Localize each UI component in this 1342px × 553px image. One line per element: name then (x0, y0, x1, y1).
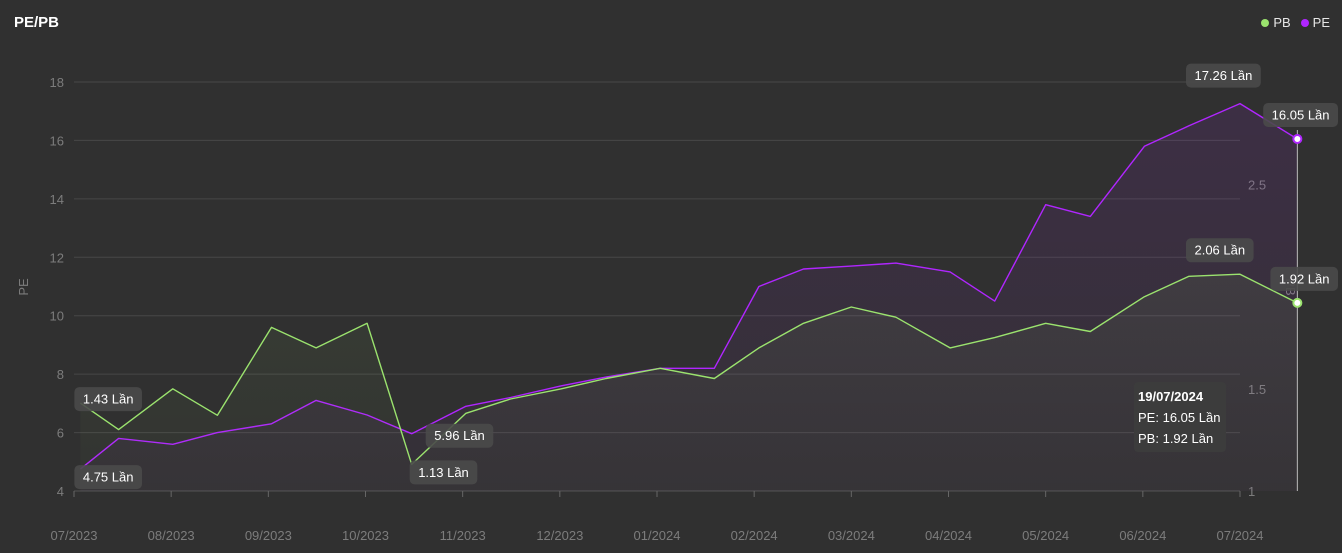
x-tick-label: 05/2024 (1022, 528, 1069, 543)
y-tick-right: 1 (1248, 484, 1255, 499)
annotation-bubble (1263, 102, 1338, 127)
y-tick-left: 18 (50, 75, 64, 90)
series-line-pb (80, 273, 1298, 466)
x-tick-label: 01/2024 (634, 528, 681, 543)
annotation-label: 5.96 Lần (434, 428, 485, 443)
y-axis-title-left: PE (16, 278, 31, 296)
legend-pb-dot-icon (1261, 18, 1270, 27)
annotation-label: 17.26 Lần (1194, 68, 1252, 83)
x-tick-label: 11/2023 (440, 528, 486, 543)
y-tick-left: 12 (50, 250, 64, 265)
tooltip-date: 19/07/2024 (1138, 389, 1204, 404)
x-tick-label: 04/2024 (925, 528, 972, 543)
y-tick-left: 6 (57, 426, 64, 441)
tooltip: 19/07/2024 PE: 16.05 Lần PB: 1.92 Lần (1134, 382, 1226, 452)
legend-pb-label: PB (1273, 15, 1291, 30)
x-tick-label: 06/2024 (1119, 528, 1166, 543)
tooltip-pb-row: PB: 1.92 Lần (1138, 428, 1222, 449)
series-area-pb (80, 274, 1298, 491)
x-tick-label: 12/2023 (536, 528, 583, 543)
crosshair-dot-pb (1292, 297, 1303, 308)
y-tick-left: 16 (50, 133, 64, 148)
annotation-label: 2.06 Lần (1194, 243, 1245, 258)
y-tick-left: 8 (57, 367, 64, 382)
annotation-label: 16.05 Lần (1272, 107, 1330, 122)
annotation-bubble (409, 460, 478, 485)
crosshair-dot-pe (1292, 133, 1303, 144)
annotation-label: 1.43 Lần (83, 392, 134, 407)
legend-pe-label: PE (1312, 15, 1330, 30)
tooltip-pe-value: 16.05 Lần (1162, 410, 1221, 425)
annotation-bubble (74, 387, 142, 412)
x-tick-label: 10/2023 (342, 528, 389, 543)
x-tick-label: 09/2023 (245, 528, 292, 543)
annotation-bubble (425, 423, 494, 448)
y-tick-left: 14 (50, 192, 64, 207)
tooltip-pb-value: 1.92 Lần (1162, 431, 1214, 446)
x-tick-label: 03/2024 (828, 528, 875, 543)
annotation-bubble (74, 465, 142, 490)
annotation-bubble (1270, 266, 1338, 291)
y-tick-left: 4 (57, 484, 64, 499)
legend-pe-dot-icon (1300, 18, 1309, 27)
x-tick-label: 07/2023 (51, 528, 98, 543)
y-tick-left: 10 (50, 309, 64, 324)
chart-title: PE/PB (14, 14, 60, 31)
tooltip-pe-row: PE: 16.05 Lần (1138, 407, 1222, 428)
x-tick-label: 02/2024 (731, 528, 778, 543)
x-tick-label: 07/2024 (1217, 528, 1264, 543)
tooltip-pb-label: PB: (1138, 431, 1159, 446)
legend-item-pb[interactable]: PB (1261, 15, 1291, 30)
x-tick-label: 08/2023 (148, 528, 195, 543)
annotation-label: 1.13 Lần (418, 465, 469, 480)
legend: PB PE (1261, 15, 1330, 30)
annotation-label: 4.75 Lần (83, 470, 134, 485)
legend-item-pe[interactable]: PE (1300, 15, 1330, 30)
annotation-bubble (1186, 63, 1261, 88)
annotation-bubble (1186, 238, 1254, 263)
tooltip-pe-label: PE: (1138, 410, 1159, 425)
annotation-label: 1.92 Lần (1279, 271, 1330, 286)
